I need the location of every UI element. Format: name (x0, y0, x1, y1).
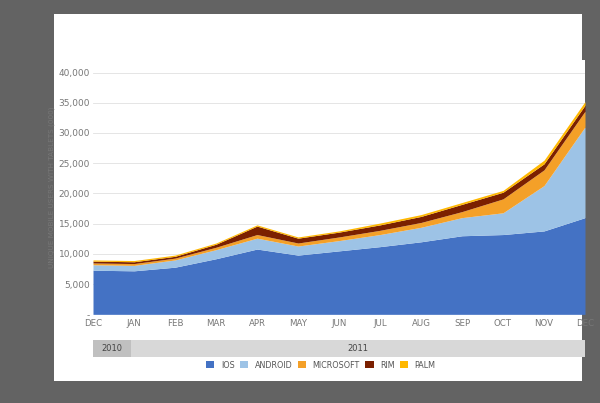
Legend: IOS, ANDROID, MICROSOFT, RIM, PALM: IOS, ANDROID, MICROSOFT, RIM, PALM (203, 357, 439, 373)
Bar (93, 340, 131, 357)
Text: 2011: 2011 (347, 344, 368, 353)
FancyBboxPatch shape (49, 10, 587, 384)
Text: 2010: 2010 (101, 344, 122, 353)
Y-axis label: UNIQUE MOBILE USERS WITH TABLETS (000): UNIQUE MOBILE USERS WITH TABLETS (000) (48, 107, 55, 268)
